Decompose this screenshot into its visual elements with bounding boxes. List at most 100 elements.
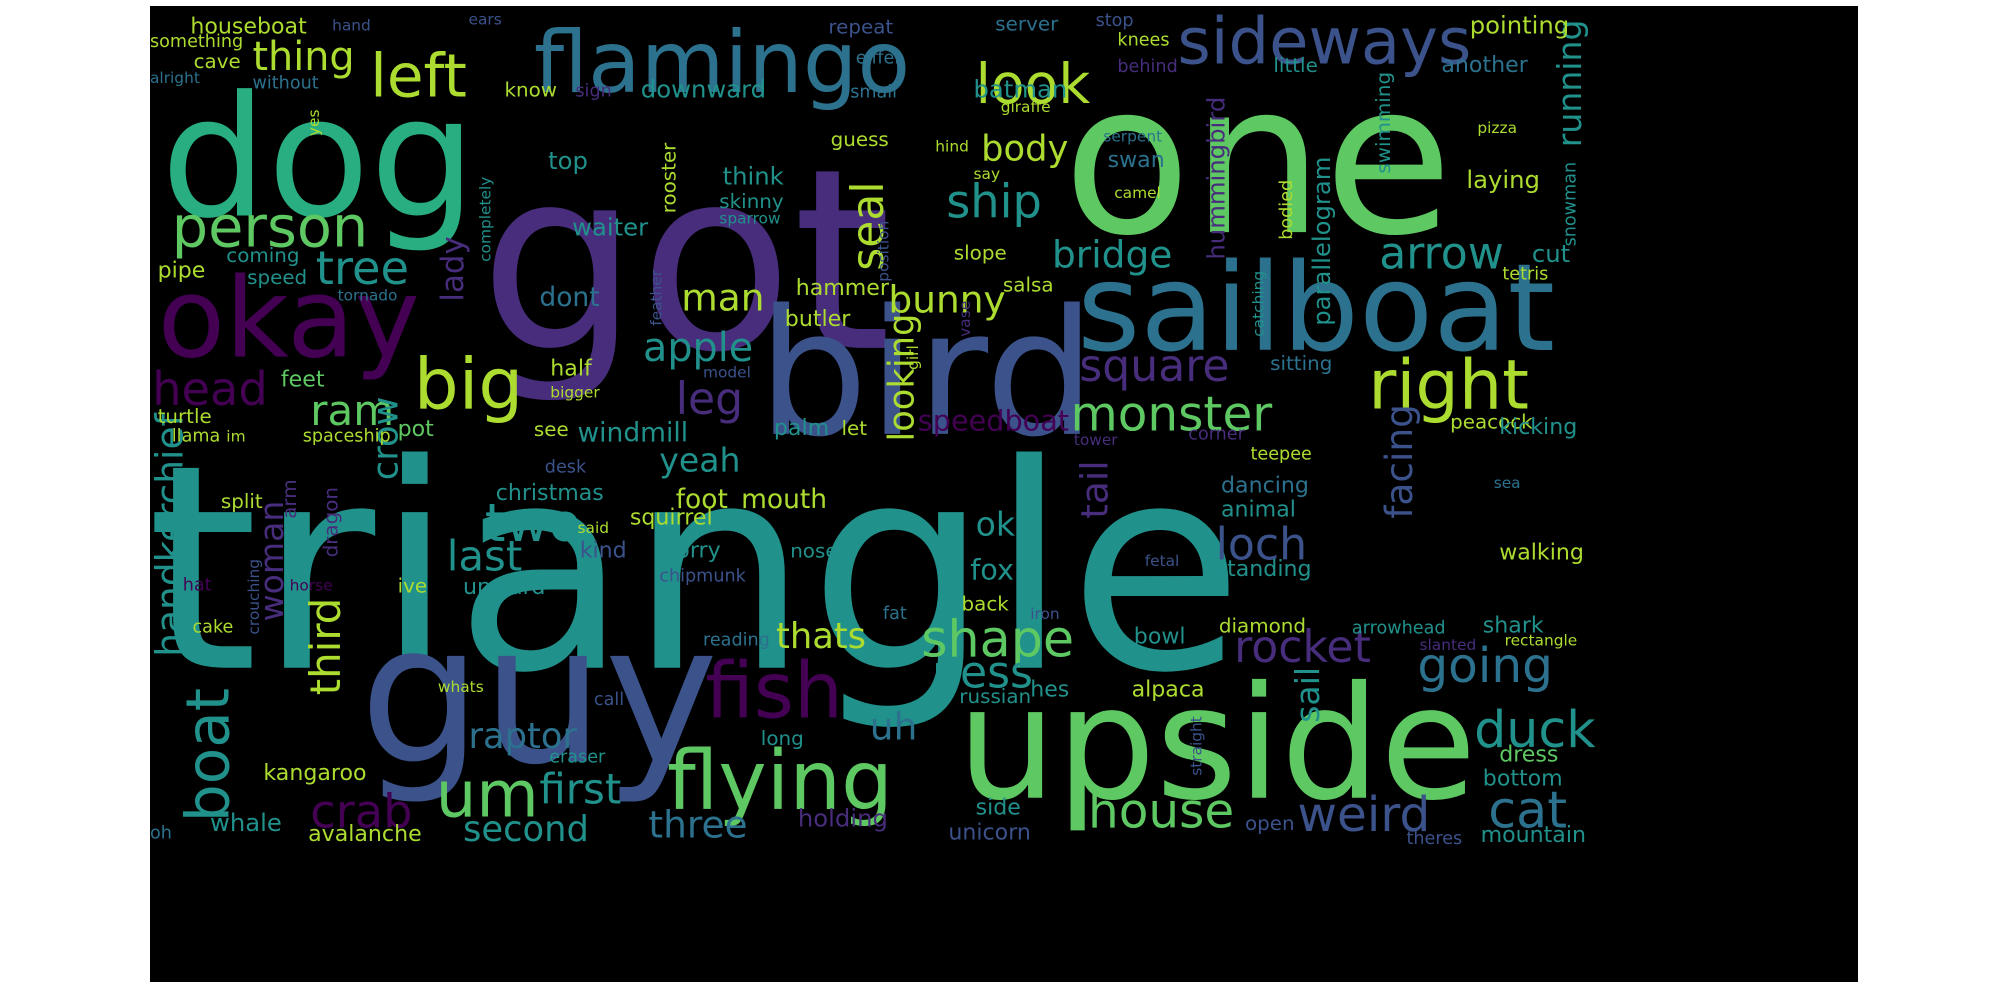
word-ok: ok (976, 504, 1016, 543)
word-pipe: pipe (158, 257, 206, 283)
word-kicking: kicking (1499, 414, 1577, 440)
word-three: three (648, 803, 747, 847)
word-triangle: triangle (150, 405, 1244, 736)
word-top: top (548, 146, 588, 175)
word-alright: alright (150, 69, 200, 87)
word-kangaroo: kangaroo (263, 760, 366, 786)
word-apple: apple (643, 325, 753, 371)
word-serpent: serpent (1103, 128, 1162, 146)
word-crab: crab (310, 785, 412, 839)
word-bridge: bridge (1052, 232, 1172, 276)
word-half: half (550, 355, 593, 381)
word-slanted: slanted (1420, 636, 1477, 654)
word-desk: desk (545, 458, 587, 478)
word-big: big (414, 343, 523, 426)
word-completely: completely (476, 177, 494, 262)
word-batman: batman (974, 75, 1068, 104)
word-fetal: fetal (1145, 552, 1180, 570)
word-mountain: mountain (1481, 822, 1586, 848)
word-alpaca: alpaca (1132, 676, 1205, 702)
word-llama: llama (172, 427, 220, 447)
word-boat: boat (175, 688, 244, 822)
word-body: body (981, 128, 1068, 169)
word-squirrel: squirrel (630, 504, 713, 530)
word-russian: russian (959, 685, 1031, 708)
word-hind: hind (935, 138, 969, 156)
word-sign: sign (575, 81, 611, 101)
word-whale: whale (210, 808, 282, 837)
word-reading: reading (703, 631, 770, 651)
word-salsa: salsa (1003, 274, 1054, 297)
word-iron: iron (1030, 605, 1059, 623)
word-leg: leg (676, 374, 743, 425)
word-butler: butler (785, 306, 851, 332)
word-teepee: teepee (1251, 444, 1312, 464)
word-stop: stop (1096, 11, 1134, 31)
word-said: said (578, 519, 610, 537)
word-square: square (1079, 341, 1229, 392)
word-open: open (1245, 812, 1295, 835)
word-feet: feet (281, 367, 325, 393)
word-thing: thing (253, 34, 355, 80)
word-handkerchief: handkerchief (150, 412, 192, 656)
word-think: think (723, 162, 784, 191)
word-palm: palm (774, 415, 829, 441)
word-last: last (447, 532, 523, 581)
word-model: model (703, 364, 751, 382)
word-chipmunk: chipmunk (659, 567, 746, 587)
word-facing: facing (1377, 404, 1421, 519)
word-going: going (1417, 638, 1552, 694)
word-rooster: rooster (658, 142, 681, 213)
word-arrowhead: arrowhead (1352, 619, 1446, 639)
word-tornado: tornado (338, 287, 398, 305)
word-bodied: bodied (1277, 180, 1297, 240)
word-little: little (1273, 54, 1317, 77)
word-sitting: sitting (1270, 352, 1332, 375)
word-see: see (534, 418, 569, 441)
word-whats: whats (438, 678, 484, 696)
word-upside: upside (957, 653, 1476, 835)
word-call: call (594, 690, 624, 710)
word-windmill: windmill (578, 418, 689, 449)
word-pot: pot (398, 416, 435, 442)
word-kind: kind (580, 537, 627, 563)
word-eiffel: eiffel (856, 48, 900, 68)
word-turtle: turtle (158, 405, 212, 428)
word-split: split (221, 490, 263, 513)
word-rectangle: rectangle (1505, 632, 1578, 650)
word-fox: fox (970, 553, 1014, 587)
word-foot: foot (676, 484, 728, 515)
word-guy: guy (359, 582, 718, 807)
word-long: long (761, 727, 804, 750)
word-tetris: tetris (1502, 265, 1548, 285)
word-another: another (1441, 52, 1528, 78)
word-bottom: bottom (1483, 766, 1563, 792)
word-downward: downward (641, 75, 766, 104)
word-slope: slope (954, 242, 1007, 265)
word-nose: nose (790, 539, 837, 562)
word-repeat: repeat (828, 16, 893, 39)
word-eraser: eraser (549, 748, 606, 768)
word-hand: hand (332, 16, 371, 34)
word-man: man (681, 275, 764, 319)
word-waiter: waiter (572, 212, 648, 241)
word-bird: bird (758, 273, 1096, 476)
word-snowman: snowman (1561, 162, 1581, 247)
word-guess: guess (831, 128, 889, 151)
word-swimming: swimming (1372, 72, 1395, 174)
word-corner: corner (1188, 424, 1245, 444)
word-cat: cat (1488, 781, 1567, 840)
word-flying: flying (667, 734, 893, 829)
word-shape: shape (921, 610, 1074, 669)
word-christmas: christmas (496, 480, 604, 506)
word-behind: behind (1117, 57, 1177, 77)
word-dont: dont (539, 282, 599, 313)
word-person: person (172, 193, 368, 260)
word-cloud-background (150, 6, 1858, 982)
word-sorry: sorry (665, 537, 721, 563)
word-yeah: yeah (659, 440, 740, 479)
word-weird: weird (1297, 787, 1430, 843)
word-small: small (850, 83, 897, 103)
word-peacock: peacock (1450, 410, 1533, 433)
